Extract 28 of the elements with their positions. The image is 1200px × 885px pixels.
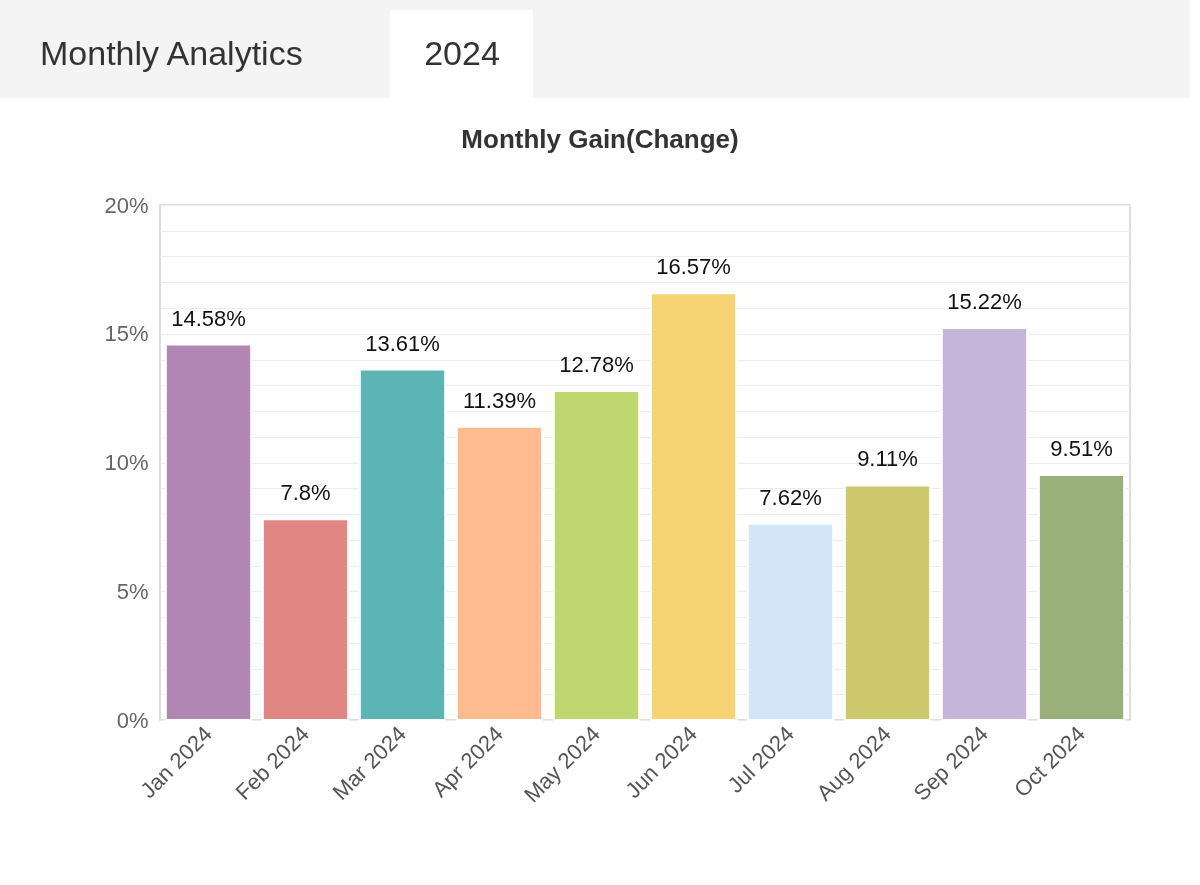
text: Monthly Analytics <box>40 34 303 72</box>
bar <box>261 518 350 721</box>
data-label: 12.78% <box>559 351 634 377</box>
bar <box>1037 474 1126 721</box>
data-label: 11.39% <box>463 387 536 413</box>
data-label: 9.11% <box>857 446 918 472</box>
data-label: 14.58% <box>171 305 246 331</box>
data-label: 16.57% <box>656 254 731 280</box>
y-tick-label: 20% <box>104 192 149 218</box>
data-label: 13.61% <box>365 330 440 356</box>
chart-title: Monthly Gain(Change) <box>461 124 739 154</box>
bar <box>649 292 738 721</box>
y-tick-label: 0% <box>116 707 149 733</box>
bar <box>358 368 447 721</box>
text: 2024 <box>424 34 500 72</box>
bar <box>940 327 1029 721</box>
bar <box>552 389 641 721</box>
data-label: 15.22% <box>947 289 1022 315</box>
y-tick-label: 5% <box>116 578 149 604</box>
bar <box>843 484 932 721</box>
y-tick-label: 15% <box>104 321 149 347</box>
data-label: 7.62% <box>759 484 822 510</box>
data-label: 7.8% <box>280 480 331 506</box>
bar <box>746 522 835 721</box>
bar <box>455 425 544 721</box>
data-label: 9.51% <box>1050 436 1113 462</box>
bar <box>164 343 253 721</box>
y-tick-label: 10% <box>104 450 149 475</box>
